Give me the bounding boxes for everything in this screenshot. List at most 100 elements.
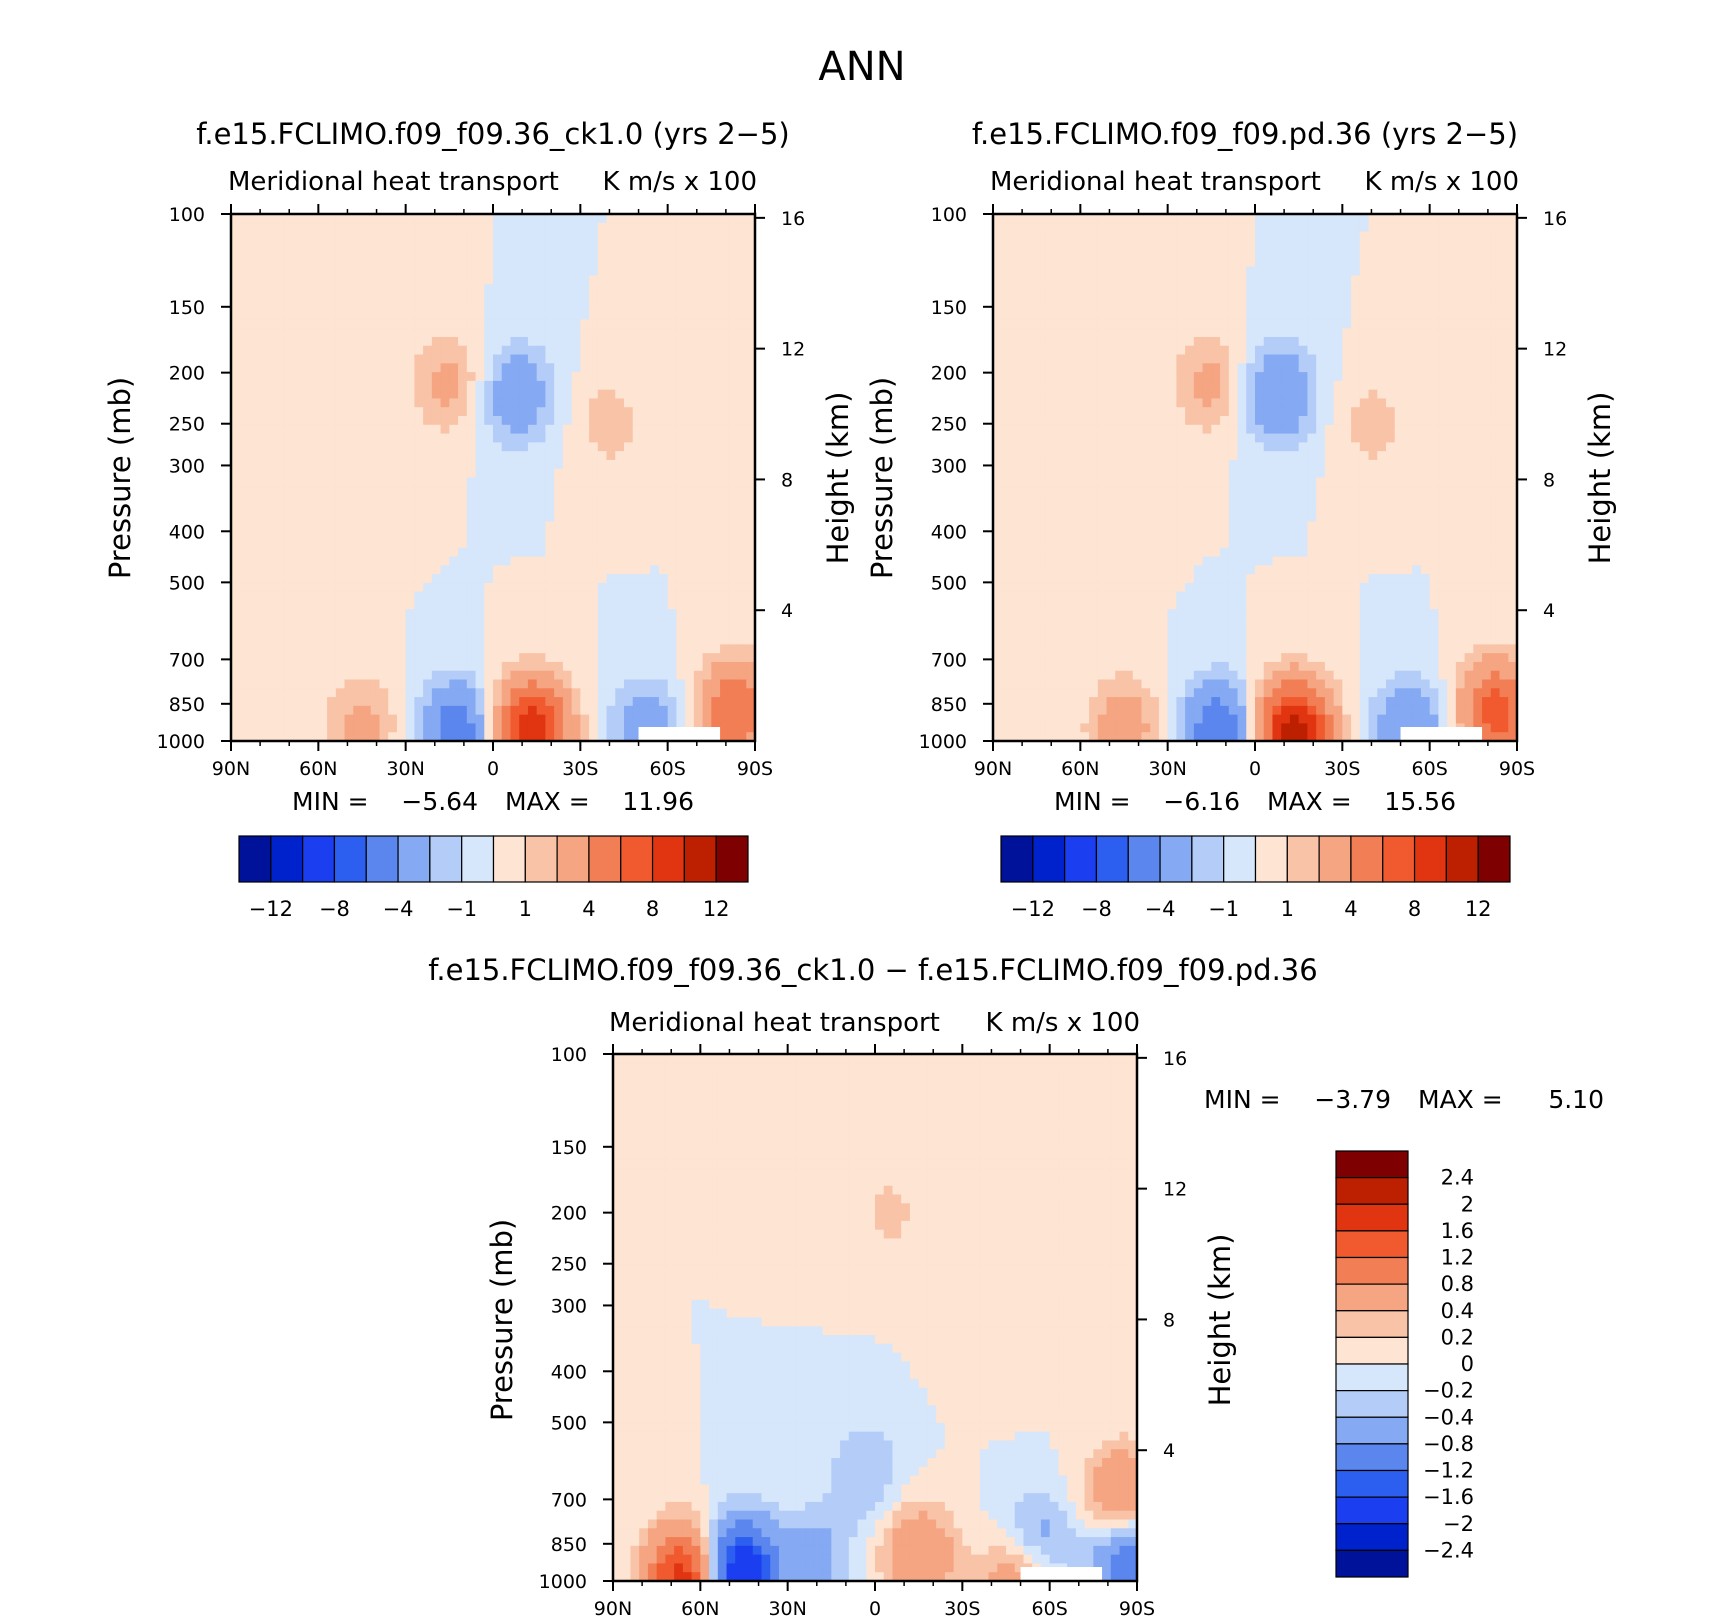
field-cell [693,600,704,610]
field-cell [554,363,564,373]
field-cell [423,723,433,733]
field-cell [728,363,739,373]
field-cell [1045,328,1055,338]
field-cell [431,565,442,575]
field-cell [327,521,337,531]
field-cell [265,609,276,619]
field-cell [1447,275,1457,285]
field-cell [309,556,319,566]
field-cell [1202,336,1212,347]
field-cell [624,284,634,294]
field-cell [1158,222,1169,233]
field-cell [335,310,346,320]
field-cell [423,670,433,681]
field-cell [292,556,302,566]
field-cell [1141,345,1151,356]
field-cell [580,723,590,733]
field-cell [1281,363,1291,373]
field-cell [580,609,590,619]
field-cell [379,547,389,558]
field-cell [562,398,573,408]
field-cell [1307,293,1317,303]
field-cell [728,389,739,400]
field-cell [571,363,581,373]
field-cell [1141,266,1151,277]
field-cell [737,679,747,689]
field-cell [1193,380,1204,391]
field-cell [362,416,372,426]
field-cell [414,336,424,347]
field-cell [300,653,311,663]
field-cell [1499,257,1509,268]
field-cell [527,618,538,628]
field-cell [571,293,581,303]
field-cell [1080,266,1090,277]
field-cell [737,389,747,400]
field-cell [1211,231,1221,241]
field-cell [702,618,712,628]
field-cell [562,477,573,487]
field-cell [1158,336,1169,347]
field-cell [362,249,372,259]
field-cell [589,495,599,505]
field-cell [458,380,468,391]
field-cell [1420,354,1431,364]
field-cell [493,284,503,294]
field-cell [1228,319,1239,329]
field-cell [1211,310,1221,320]
field-cell [449,310,459,320]
field-cell [641,670,651,681]
field-cell [641,705,651,716]
field-cell [458,372,468,382]
field-cell [475,214,485,224]
field-cell [1001,214,1012,224]
field-cell [1036,266,1046,277]
field-cell [449,538,459,549]
field-cell [484,451,494,461]
field-cell [300,582,311,593]
field-cell [1036,301,1046,312]
field-cell [545,266,555,277]
field-cell [562,670,573,681]
field-cell [458,714,468,725]
field-cell [318,293,328,303]
field-cell [562,214,573,224]
field-cell [606,319,616,329]
field-cell [711,407,721,417]
field-cell [414,582,424,593]
field-cell [475,345,485,356]
field-cell [1386,354,1396,364]
field-cell [449,697,459,707]
field-cell [641,600,651,610]
field-cell [335,293,346,303]
field-cell [1185,372,1195,382]
field-cell [589,653,599,663]
field-cell [597,249,608,259]
field-cell [362,495,372,505]
field-cell [685,433,695,443]
field-cell [344,723,354,733]
field-cell [554,398,564,408]
field-cell [1237,363,1247,373]
field-cell [1438,214,1448,224]
field-cell [1167,249,1177,259]
field-cell [1342,231,1352,241]
field-cell [737,565,747,575]
field-cell [685,486,695,496]
field-cell [737,451,747,461]
field-cell [231,407,241,417]
field-cell [449,477,459,487]
field-cell [414,389,424,400]
field-cell [606,714,616,725]
field-cell [737,723,747,733]
field-cell [545,521,555,531]
field-cell [658,372,669,382]
field-cell [702,468,712,479]
field-cell [554,556,564,566]
field-cell [554,336,564,347]
field-cell [545,345,555,356]
field-cell [396,477,407,487]
field-cell [405,231,415,241]
field-cell [580,670,590,681]
field-cell [571,240,581,250]
